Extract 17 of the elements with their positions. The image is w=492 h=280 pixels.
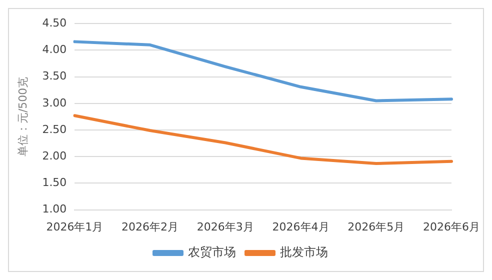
x-tick-label: 2026年3月 xyxy=(196,220,254,234)
y-tick-label: 4.00 xyxy=(42,43,67,56)
y-tick-label: 2.00 xyxy=(42,149,67,162)
y-tick-label: 1.00 xyxy=(42,202,67,216)
x-tick-label: 2026年4月 xyxy=(272,220,330,234)
y-tick-label: 1.50 xyxy=(42,176,67,190)
y-axis-title: 单位：元/500克 xyxy=(16,76,30,157)
y-tick-label: 2.50 xyxy=(42,122,67,136)
x-tick-label: 2026年5月 xyxy=(348,220,405,234)
x-tick-label: 2026年1月 xyxy=(46,220,104,234)
x-tick-label: 2026年6月 xyxy=(423,220,480,234)
y-tick-label: 3.00 xyxy=(42,96,67,110)
legend-label: 批发市场 xyxy=(280,245,328,260)
y-tick-label: 4.50 xyxy=(42,16,67,30)
legend-label: 农贸市场 xyxy=(188,245,236,260)
y-tick-label: 3.50 xyxy=(42,70,67,83)
x-tick-label: 2026年2月 xyxy=(122,220,179,234)
